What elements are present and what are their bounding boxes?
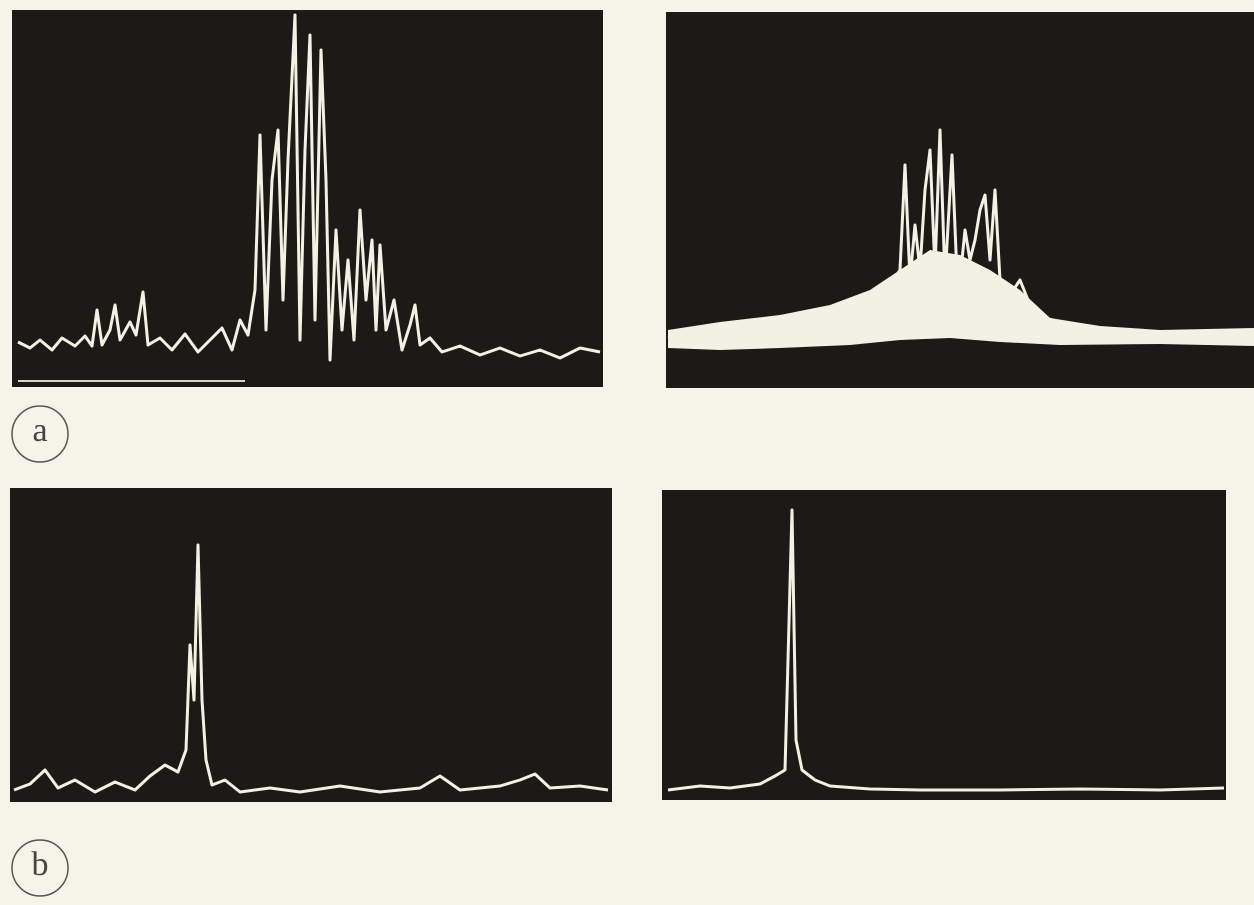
scope-panel — [10, 488, 612, 802]
panel-label: a — [32, 412, 47, 449]
figure: a b — [0, 0, 1254, 905]
scope-panel — [662, 490, 1226, 800]
panel-label: b — [32, 846, 49, 883]
